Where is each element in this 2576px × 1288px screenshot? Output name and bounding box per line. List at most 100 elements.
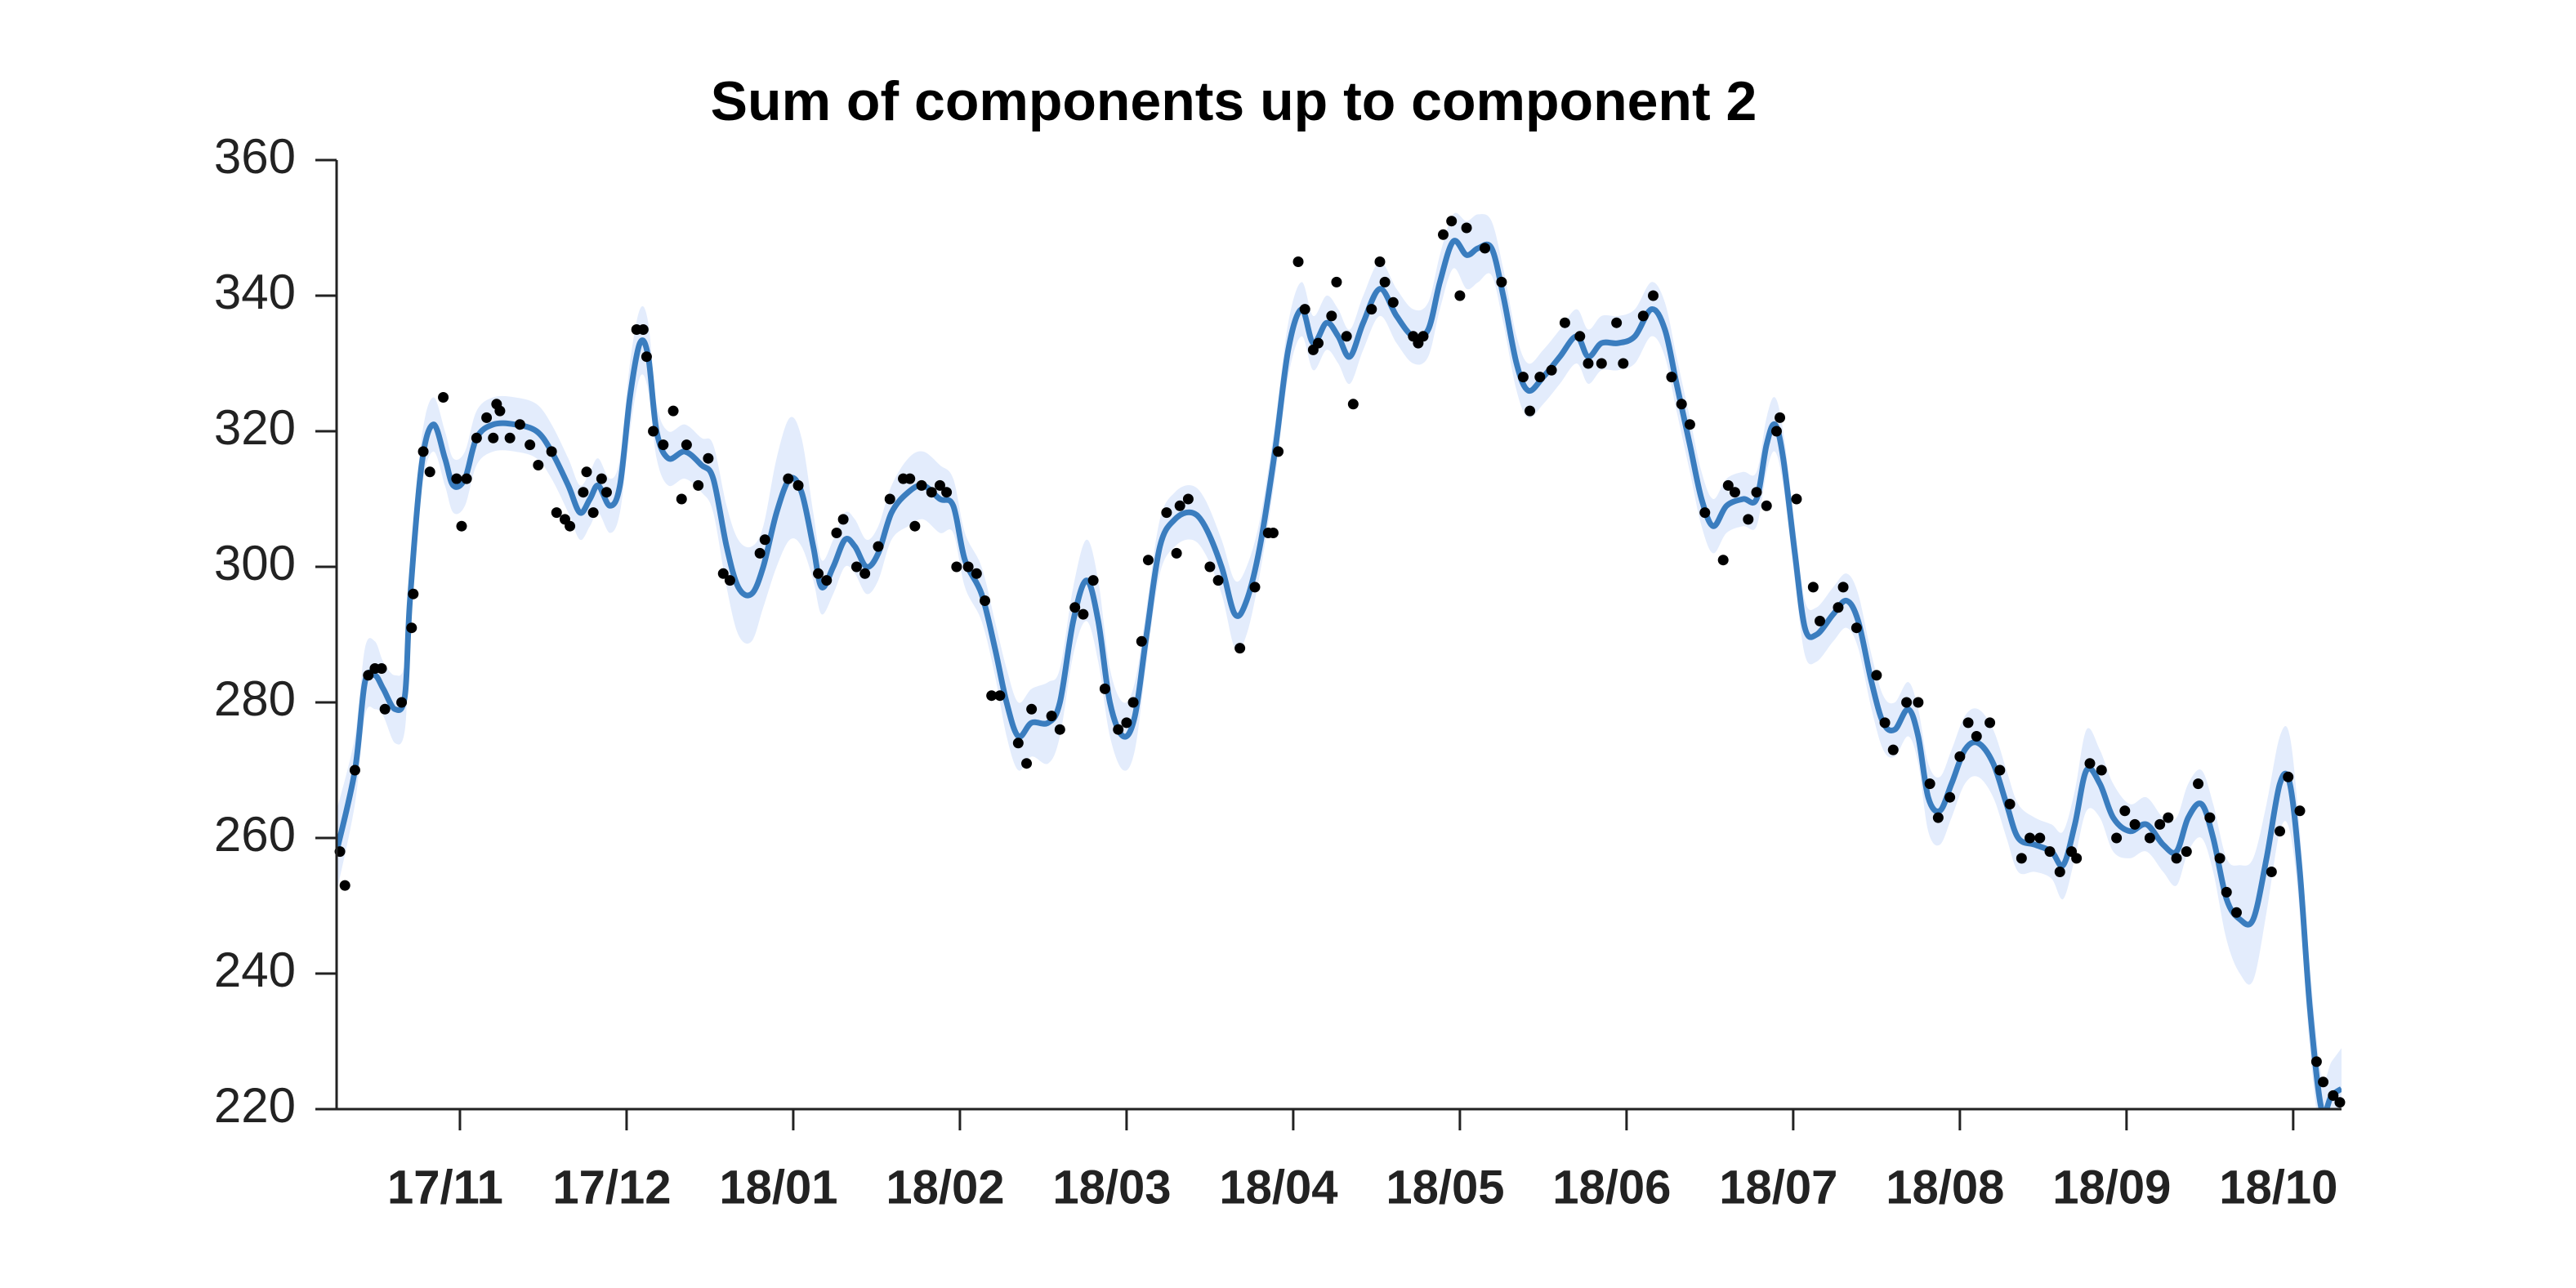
data-point	[2025, 832, 2036, 844]
data-point	[792, 479, 804, 491]
data-point	[1962, 717, 1974, 729]
data-point	[1171, 547, 1182, 559]
x-tick-label: 18/10	[2219, 1161, 2337, 1214]
data-point	[339, 880, 350, 891]
data-point	[1326, 310, 1337, 322]
data-point	[1204, 561, 1216, 573]
data-point	[1743, 514, 1754, 525]
data-point	[1387, 296, 1399, 308]
data-point	[1517, 372, 1529, 383]
data-point	[1815, 615, 1826, 626]
data-point	[986, 690, 998, 702]
y-tick-label: 280	[214, 671, 296, 726]
data-point	[2318, 1076, 2329, 1088]
x-tick-label: 18/01	[719, 1161, 837, 1214]
data-point	[417, 446, 429, 457]
data-point	[1212, 575, 1224, 586]
x-tick-label: 18/04	[1219, 1161, 1337, 1214]
data-point	[1087, 575, 1099, 586]
data-point	[1446, 216, 1458, 227]
data-point	[349, 764, 360, 776]
data-point	[1932, 812, 1944, 823]
data-point	[363, 670, 374, 681]
data-point	[1161, 507, 1172, 519]
data-point	[850, 561, 862, 573]
data-point	[565, 520, 576, 532]
y-tick-label: 340	[214, 265, 296, 319]
data-point	[600, 487, 612, 498]
data-point	[1770, 426, 1782, 437]
data-point	[2334, 1097, 2346, 1108]
data-point	[481, 412, 493, 423]
data-point	[667, 405, 679, 417]
data-point	[1534, 372, 1546, 383]
data-point	[376, 663, 387, 674]
data-point	[2163, 812, 2174, 823]
data-point	[1666, 372, 1677, 383]
data-point	[2214, 853, 2226, 864]
data-point	[717, 568, 729, 579]
x-tick-label: 18/02	[886, 1161, 1004, 1214]
data-point	[514, 419, 525, 430]
data-point	[2144, 832, 2155, 844]
data-point	[971, 568, 982, 579]
data-point	[2294, 805, 2306, 817]
data-point	[596, 473, 607, 484]
data-point	[831, 528, 842, 538]
data-point	[1871, 670, 1882, 681]
x-tick-label: 17/11	[387, 1161, 503, 1214]
data-point	[1722, 479, 1734, 491]
data-point	[488, 432, 499, 443]
data-point	[1574, 331, 1586, 342]
data-point	[379, 703, 391, 715]
data-point	[1136, 635, 1147, 647]
data-point	[821, 575, 833, 586]
y-tick-label: 240	[214, 943, 296, 997]
data-point	[926, 487, 937, 498]
data-point	[2096, 764, 2107, 776]
data-point	[1292, 256, 1304, 267]
data-point	[1637, 310, 1649, 322]
data-point	[916, 479, 927, 491]
data-point	[504, 432, 516, 443]
data-point	[1437, 229, 1449, 240]
data-point	[754, 547, 766, 559]
data-point	[424, 466, 435, 478]
data-point	[406, 622, 417, 634]
data-point	[873, 541, 884, 552]
data-point	[1182, 493, 1194, 505]
data-point	[581, 466, 592, 478]
data-point	[1833, 602, 1844, 613]
data-point	[456, 520, 467, 532]
data-point	[1879, 717, 1891, 729]
data-point	[783, 473, 794, 484]
data-point	[2111, 832, 2123, 844]
data-point	[934, 479, 945, 491]
data-point	[1791, 493, 1802, 505]
data-point	[551, 507, 562, 519]
x-tick-label: 18/09	[2052, 1161, 2171, 1214]
data-point	[859, 568, 871, 579]
data-point	[2266, 867, 2277, 877]
data-point	[703, 452, 714, 464]
data-point	[1341, 331, 1352, 342]
data-point	[1379, 276, 1391, 287]
data-point	[2129, 818, 2141, 830]
data-point	[578, 487, 589, 498]
data-point	[1775, 412, 1786, 423]
data-point	[2193, 778, 2204, 790]
data-point	[1069, 602, 1081, 613]
data-point	[1366, 304, 1377, 315]
data-point	[1559, 317, 1570, 328]
data-point	[1046, 711, 1057, 722]
data-point	[909, 520, 921, 532]
data-point	[1761, 500, 1772, 511]
data-point	[1851, 622, 1862, 634]
data-point	[471, 432, 482, 443]
data-point	[2016, 853, 2027, 864]
data-point	[533, 460, 544, 470]
data-point	[1971, 731, 1982, 742]
data-point	[1807, 582, 1819, 593]
x-tick-label: 18/07	[1719, 1161, 1837, 1214]
